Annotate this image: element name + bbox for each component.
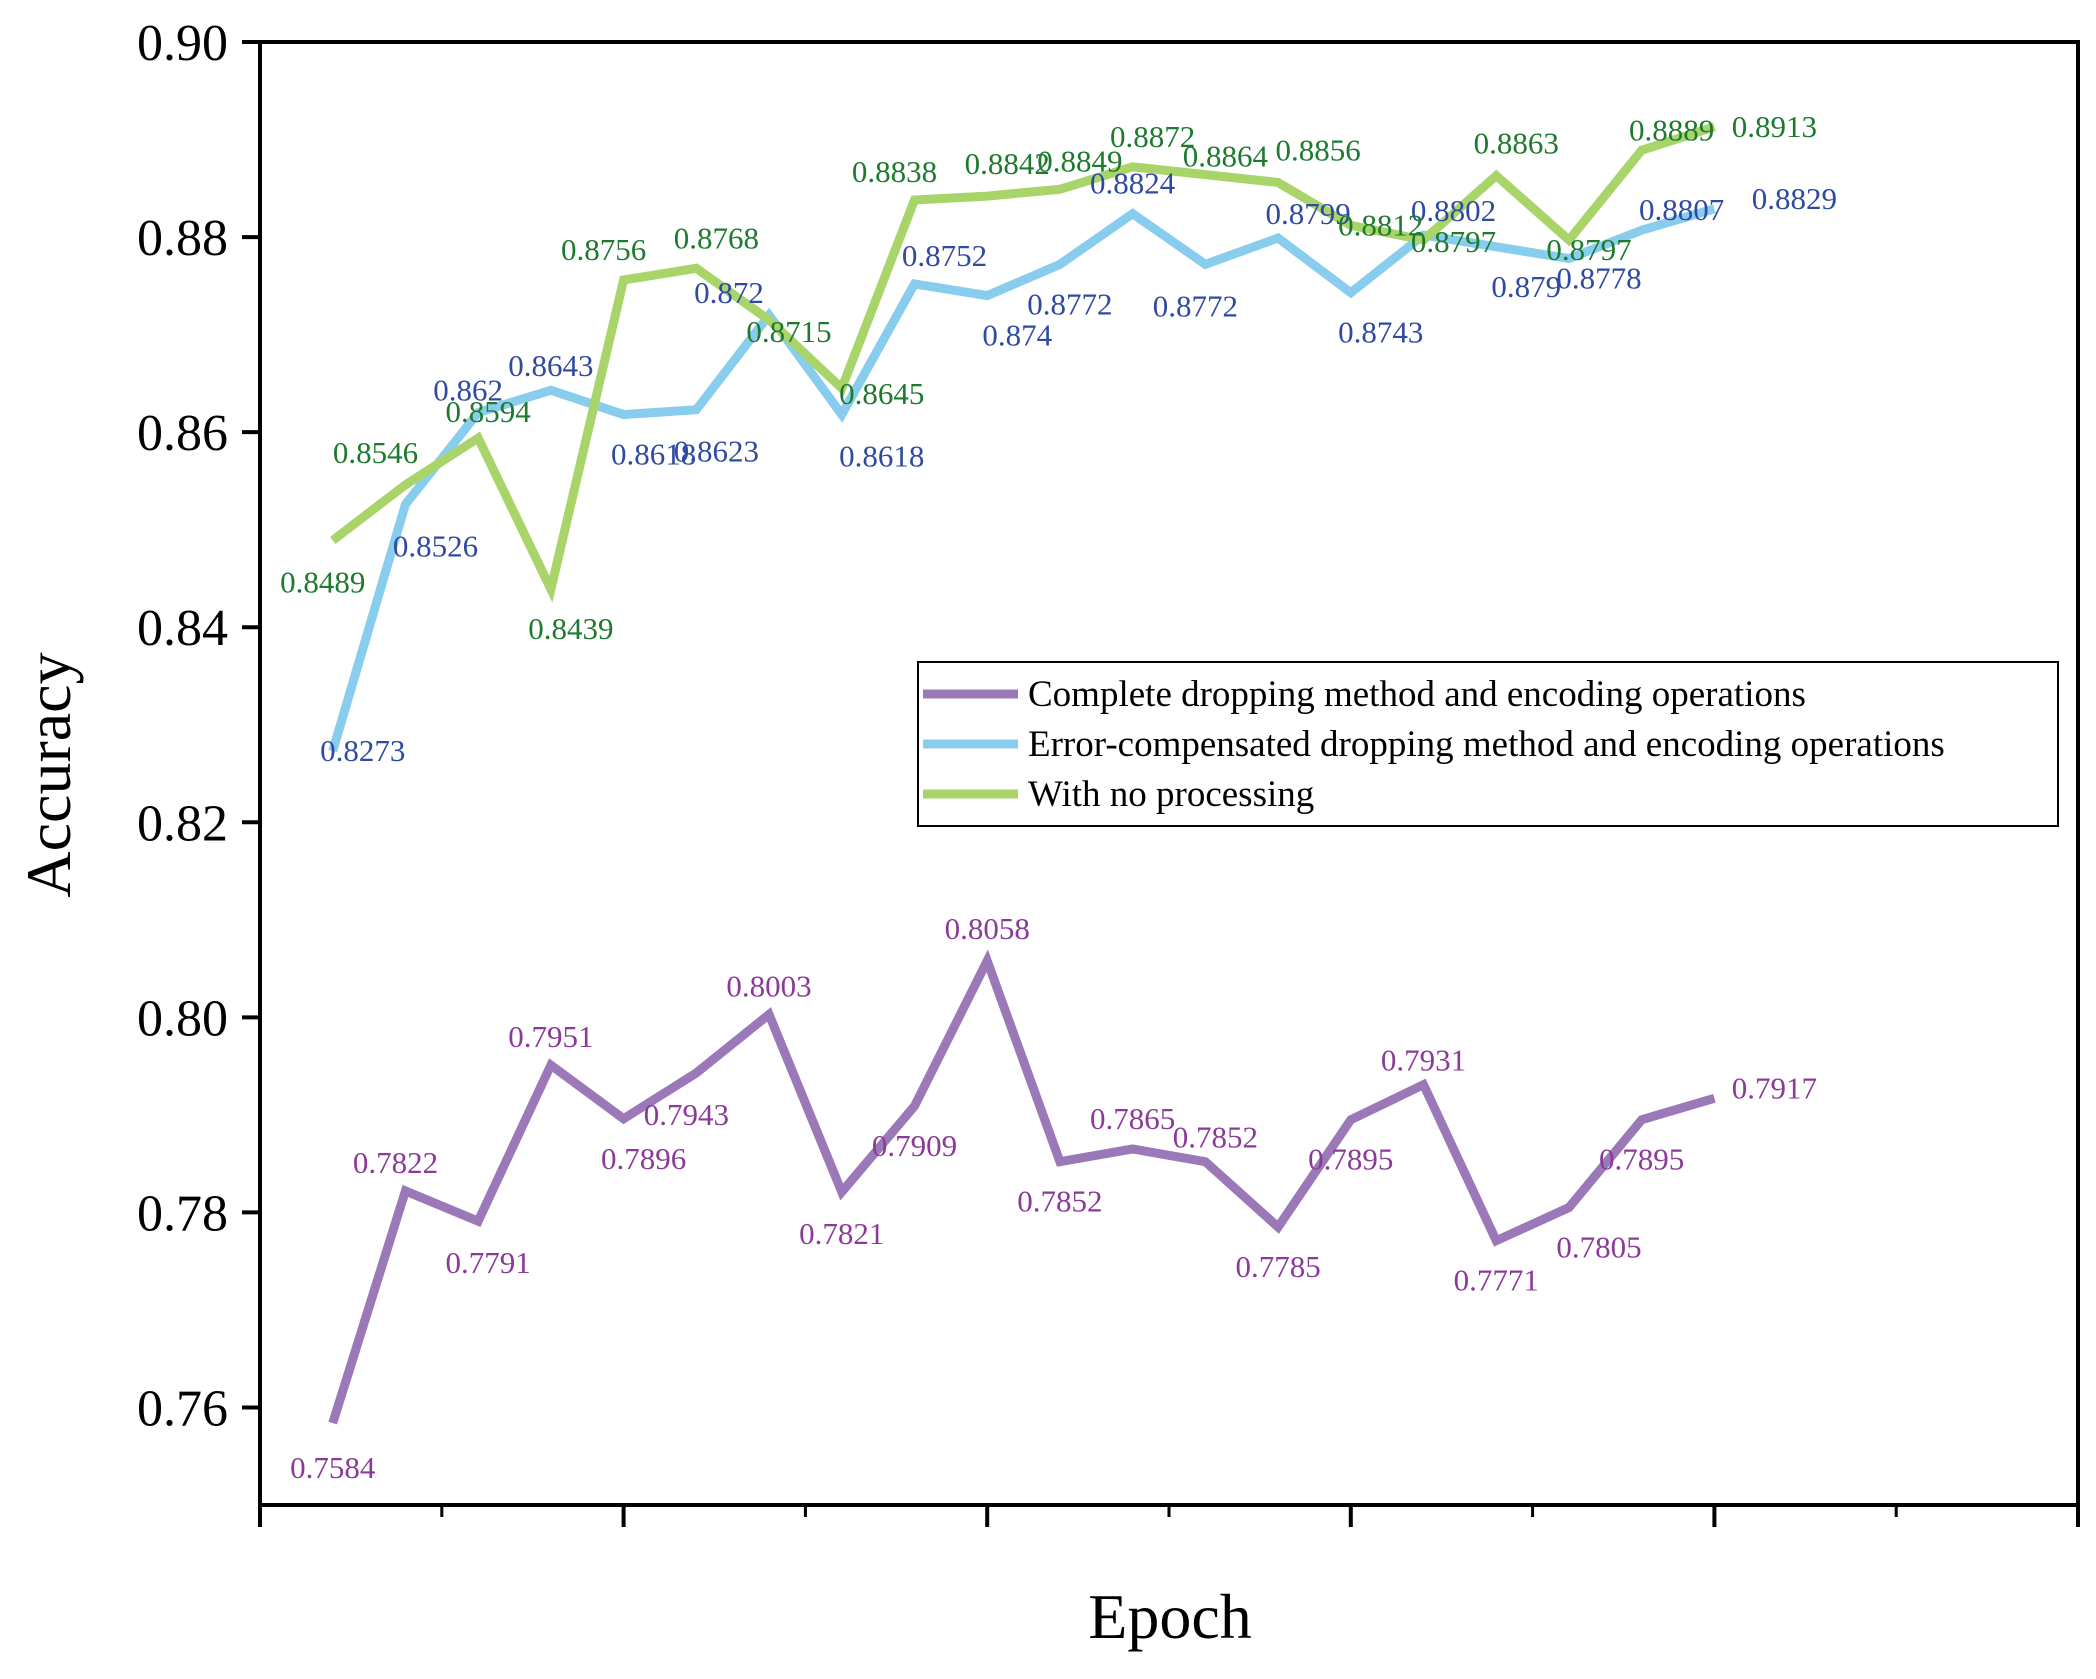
data-label: 0.8618 — [839, 439, 924, 474]
data-label: 0.879 — [1491, 269, 1561, 304]
data-label: 0.8743 — [1338, 315, 1423, 350]
data-label: 0.7895 — [1308, 1142, 1393, 1177]
data-label: 0.8778 — [1556, 261, 1641, 296]
data-label: 0.8802 — [1411, 193, 1496, 228]
data-label: 0.7917 — [1732, 1070, 1817, 1105]
data-label: 0.8799 — [1265, 196, 1350, 231]
data-label: 0.8273 — [320, 733, 405, 768]
data-label: 0.8439 — [528, 611, 613, 646]
data-label: 0.7785 — [1235, 1249, 1320, 1284]
data-label: 0.7951 — [508, 1019, 593, 1054]
data-label: 0.8913 — [1732, 109, 1817, 144]
data-label: 0.8824 — [1090, 166, 1176, 201]
data-label: 0.8645 — [839, 376, 924, 411]
x-axis-title: Epoch — [1088, 1581, 1252, 1652]
data-label: 0.8829 — [1752, 181, 1837, 216]
data-label: 0.872 — [694, 275, 764, 310]
data-label: 0.7771 — [1454, 1263, 1539, 1298]
data-label: 0.8058 — [945, 911, 1030, 946]
data-label: 0.8889 — [1629, 112, 1714, 147]
y-tick-label: 0.78 — [137, 1185, 228, 1242]
data-label: 0.7931 — [1381, 1043, 1466, 1078]
y-tick-label: 0.76 — [137, 1380, 228, 1437]
data-label: 0.8756 — [561, 232, 646, 267]
y-tick-label: 0.84 — [137, 600, 228, 657]
legend-label-1: Complete dropping method and encoding op… — [1028, 674, 1806, 715]
data-label: 0.8772 — [1153, 288, 1238, 323]
data-label: 0.7852 — [1017, 1184, 1102, 1219]
data-label: 0.862 — [433, 373, 503, 408]
data-label: 0.8526 — [393, 528, 478, 563]
data-label: 0.7896 — [601, 1141, 686, 1176]
data-label: 0.8643 — [508, 348, 593, 383]
data-label: 0.8797 — [1546, 232, 1631, 267]
data-label: 0.8856 — [1275, 132, 1360, 167]
data-label: 0.8812 — [1338, 207, 1423, 242]
legend-box — [917, 661, 2059, 827]
data-label: 0.8546 — [333, 435, 418, 470]
data-label: 0.7822 — [353, 1145, 438, 1180]
data-label: 0.8618 — [611, 437, 696, 472]
series-line-2 — [328, 204, 1716, 753]
data-label: 0.8715 — [746, 314, 831, 349]
data-label: 0.7805 — [1556, 1230, 1641, 1265]
series-line-1 — [328, 949, 1716, 1425]
legend-label-2: Error-compensated dropping method and en… — [1028, 724, 1945, 765]
data-label: 0.8838 — [852, 154, 937, 189]
data-label: 0.7909 — [872, 1128, 957, 1163]
data-label: 0.8863 — [1474, 126, 1559, 161]
data-labels-layer: 0.7584 0.7822 0.7791 0.7951 0.7896 0.7943 0.80… — [280, 109, 1837, 1485]
y-tick-label: 0.82 — [137, 795, 228, 852]
data-label: 0.7821 — [799, 1216, 884, 1251]
data-label: 0.8772 — [1027, 286, 1112, 321]
y-tick-label: 0.88 — [137, 210, 228, 267]
series-layer — [328, 122, 1716, 1425]
data-label: 0.8752 — [902, 238, 987, 273]
data-label: 0.8872 — [1110, 119, 1195, 154]
data-label: 0.7943 — [644, 1097, 729, 1132]
legend-label-3: With no processing — [1028, 774, 1314, 815]
data-label: 0.7852 — [1173, 1120, 1258, 1155]
data-label: 0.8594 — [446, 394, 532, 429]
data-label: 0.7584 — [290, 1450, 376, 1485]
data-label: 0.8807 — [1639, 192, 1724, 227]
axes-layer: 0.76 0.78 0.80 0.82 0.84 0.86 0.88 0.90 — [137, 15, 2080, 1527]
legend: Complete dropping method and encoding op… — [917, 661, 2059, 827]
data-label: 0.8797 — [1411, 224, 1496, 259]
data-label: 0.8623 — [674, 434, 759, 469]
data-label: 0.7791 — [446, 1245, 531, 1280]
data-label: 0.8849 — [1037, 143, 1122, 178]
y-tick-label: 0.90 — [137, 15, 228, 72]
data-label: 0.8489 — [280, 564, 365, 599]
data-label: 0.8768 — [674, 220, 759, 255]
y-tick-label: 0.86 — [137, 405, 228, 462]
data-label: 0.874 — [982, 318, 1052, 353]
y-tick-label: 0.80 — [137, 990, 228, 1047]
data-label: 0.8003 — [726, 968, 811, 1003]
series-line-3 — [329, 122, 1716, 603]
data-label: 0.8842 — [965, 146, 1050, 181]
data-label: 0.7865 — [1090, 1101, 1175, 1136]
y-axis-title: Accuracy — [13, 652, 84, 897]
data-label: 0.8864 — [1183, 139, 1269, 174]
data-label: 0.7895 — [1599, 1142, 1684, 1177]
